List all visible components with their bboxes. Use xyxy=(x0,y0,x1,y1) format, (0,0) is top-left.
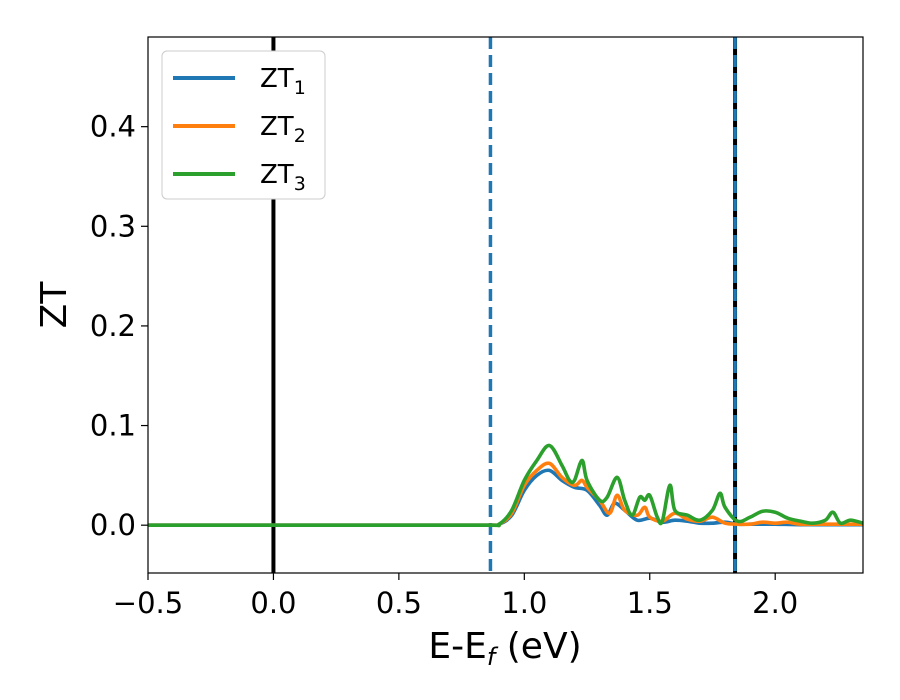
x-tick-label: 1.5 xyxy=(627,586,673,620)
legend-label-subscript: 3 xyxy=(294,173,306,195)
x-tick-label: 2.0 xyxy=(752,586,798,620)
series-line-3 xyxy=(148,443,863,528)
legend-label-subscript: 2 xyxy=(294,125,306,147)
x-tick-label: 1.0 xyxy=(501,586,547,620)
y-tick-label: 0.3 xyxy=(90,209,136,243)
legend-label-2: ZT2 xyxy=(260,112,306,147)
x-tick-label: 0.0 xyxy=(250,586,296,620)
y-tick-label: 0.2 xyxy=(90,309,136,343)
legend-label-1: ZT1 xyxy=(260,64,306,99)
y-axis-label: ZT xyxy=(34,281,75,329)
y-axis: 0.0 0.1 0.2 0.3 0.4 xyxy=(90,110,148,542)
x-axis-label-unit: (eV) xyxy=(495,626,581,667)
legend-label-3: ZT3 xyxy=(260,160,306,195)
x-axis: −0.5 0.0 0.5 1.0 1.5 2.0 xyxy=(113,573,798,620)
x-tick-label: 0.5 xyxy=(376,586,422,620)
y-tick-label: 0.1 xyxy=(90,409,136,443)
y-tick-label: 0.0 xyxy=(90,508,136,542)
legend-label-subscript: 1 xyxy=(294,77,306,99)
legend: ZT1 ZT2 ZT3 xyxy=(161,50,326,200)
x-tick-label: −0.5 xyxy=(113,586,183,620)
plot-frame xyxy=(147,36,864,574)
y-tick-label: 0.4 xyxy=(90,110,136,144)
x-axis-label: E-Ef (eV) xyxy=(428,626,581,671)
series-group xyxy=(148,443,863,528)
legend-box xyxy=(161,50,326,200)
